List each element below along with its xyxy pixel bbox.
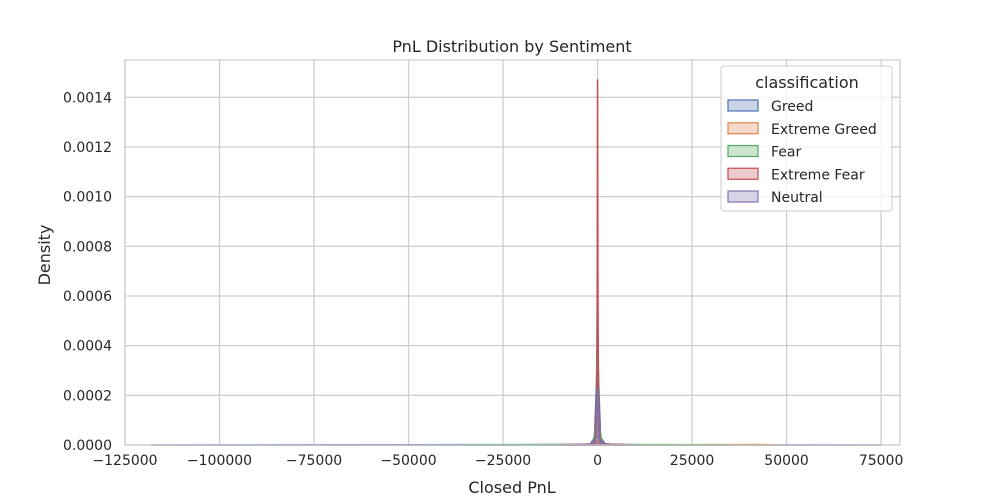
x-axis-ticks: −125000 −100000 −75000 −50000 −25000 0 25000 50… [92,453,903,469]
legend-label: Extreme Greed [771,122,877,138]
density-area-greed [150,320,882,446]
legend-label: Neutral [771,190,823,206]
y-tick-label: 0.0006 [63,289,112,305]
y-tick-label: 0.0012 [63,140,112,156]
legend-label: Fear [771,145,801,161]
x-tick-label: 75000 [859,453,904,469]
y-tick-label: 0.0014 [63,90,112,106]
y-axis-ticks: 0.0000 0.0002 0.0004 0.0006 0.0008 0.0010 0.00… [63,90,112,454]
legend-box [720,65,893,212]
x-tick-label: −100000 [187,453,252,469]
legend-swatch [727,190,759,203]
legend-title: classification [755,73,859,92]
legend: classification Greed Extreme Greed Fear Ext… [720,65,893,212]
legend-swatch [727,167,759,180]
y-tick-label: 0.0004 [63,339,112,355]
x-tick-label: −50000 [380,453,436,469]
chart-title: PnL Distribution by Sentiment [392,37,631,56]
x-axis-label: Closed PnL [468,478,555,497]
x-tick-label: 25000 [670,453,715,469]
x-tick-label: 50000 [764,453,809,469]
y-tick-label: 0.0000 [63,438,112,454]
density-area-neutral [559,389,637,446]
legend-label: Greed [771,99,813,115]
y-axis-label: Density [35,225,54,286]
legend-swatch [727,99,759,112]
x-tick-label: −75000 [286,453,342,469]
legend-swatch [727,122,759,135]
plot-frame [124,59,901,446]
x-tick-label: −25000 [475,453,531,469]
y-tick-label: 0.0010 [63,190,112,206]
x-tick-label: 0 [593,453,602,469]
legend-label: Extreme Fear [771,167,865,183]
y-tick-label: 0.0002 [63,388,112,404]
legend-swatch [727,144,759,158]
density-area-extreme-greed [551,394,780,446]
x-tick-label: −125000 [92,453,157,469]
y-tick-label: 0.0008 [63,239,112,255]
